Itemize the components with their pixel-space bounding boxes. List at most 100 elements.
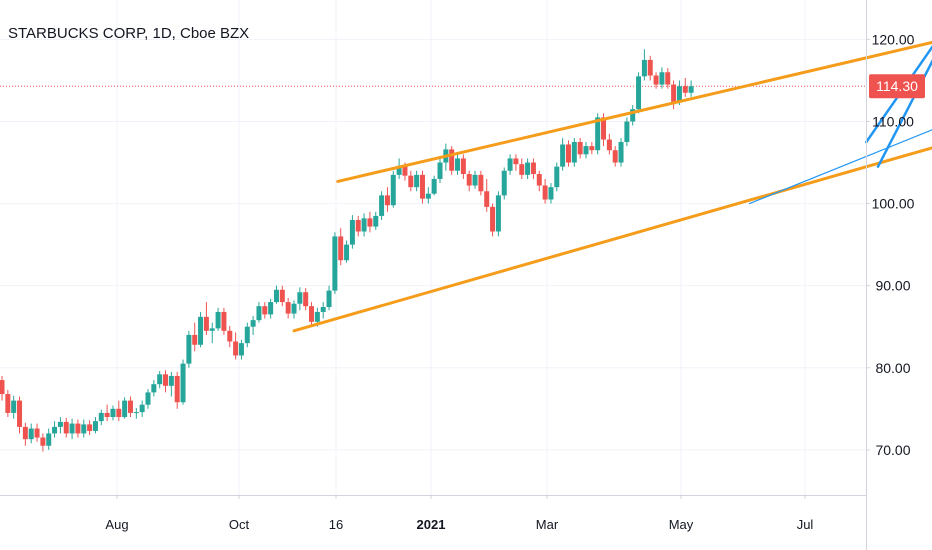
candle-body — [402, 165, 408, 176]
candle-body — [414, 174, 420, 188]
candle-body — [355, 220, 361, 232]
candle-body — [151, 384, 157, 393]
candle-body — [384, 195, 390, 206]
candle-body — [233, 341, 239, 356]
candle — [92, 417, 98, 434]
candle-body — [157, 374, 163, 385]
candle-body — [606, 139, 612, 151]
candle-body — [314, 311, 320, 322]
candle — [478, 170, 484, 196]
last-price-label: 114.30 — [876, 78, 918, 94]
candle-body — [507, 158, 513, 171]
candle-body — [180, 363, 186, 403]
candle-body — [250, 320, 256, 327]
candle — [455, 154, 461, 175]
candle-body — [682, 86, 688, 93]
candle-body — [577, 142, 583, 155]
candle-body — [285, 302, 291, 314]
candle — [215, 307, 221, 331]
candle-body — [279, 289, 285, 303]
x-axis[interactable]: Aug Oct 16 2021 Mar May Jul — [105, 495, 813, 532]
candle — [606, 133, 612, 155]
x-tick-label: Aug — [105, 517, 128, 532]
y-tick-label: 110.00 — [872, 113, 914, 129]
candle — [233, 332, 239, 360]
candle-body — [396, 165, 402, 175]
candle-body — [34, 428, 40, 438]
candle — [52, 421, 58, 438]
candle — [431, 175, 437, 196]
candle-body — [52, 426, 58, 434]
candle-body — [495, 195, 501, 232]
candle — [460, 154, 466, 179]
candle — [525, 158, 531, 179]
candle-body — [659, 72, 665, 85]
last-price-badge-background — [869, 74, 925, 99]
candle — [659, 67, 665, 89]
candle-body — [460, 158, 466, 175]
candle-body — [145, 392, 151, 405]
x-tick-label: 2021 — [417, 517, 446, 532]
candle — [57, 417, 63, 434]
candle — [75, 419, 81, 438]
candle-body — [63, 421, 69, 434]
candle-body — [198, 316, 204, 345]
x-tick-label: 16 — [329, 517, 343, 532]
candle — [98, 409, 104, 426]
candle — [168, 371, 174, 397]
candle-body — [641, 59, 647, 77]
candle-body — [209, 328, 215, 331]
candle — [139, 400, 145, 418]
candle-body — [490, 206, 496, 232]
candle-body — [203, 316, 209, 331]
candle — [127, 396, 133, 418]
candle — [466, 170, 472, 192]
candle-body — [647, 59, 653, 76]
candle-body — [390, 174, 396, 206]
candle — [589, 142, 595, 155]
candle — [530, 158, 536, 179]
lower-channel-line[interactable] — [292, 121, 932, 333]
inner-support-line[interactable] — [748, 101, 932, 205]
candle — [151, 380, 157, 397]
x-tick-label: Oct — [229, 517, 250, 532]
candle-body — [379, 195, 385, 216]
candle — [332, 232, 338, 294]
candle — [560, 137, 566, 171]
y-tick-label: 80.00 — [875, 360, 910, 376]
candle — [367, 211, 373, 233]
candle-body — [618, 142, 624, 163]
candle — [636, 72, 642, 114]
candle-body — [192, 334, 198, 345]
candle — [571, 137, 577, 167]
candle — [309, 302, 315, 327]
candle-body — [57, 421, 63, 427]
candle-body — [17, 400, 23, 427]
candle — [303, 288, 309, 311]
candle-body — [472, 174, 478, 186]
candle — [501, 167, 507, 200]
candle-body — [484, 191, 490, 207]
candle-body — [571, 142, 577, 163]
candle — [46, 428, 52, 450]
candle — [384, 187, 390, 212]
candle-body — [589, 146, 595, 151]
upper-channel-line[interactable] — [336, 31, 932, 183]
candle — [519, 158, 525, 179]
candle-body — [636, 76, 642, 110]
candle-body — [676, 86, 682, 102]
candle — [671, 80, 677, 110]
candle-body — [268, 302, 274, 315]
candle — [34, 423, 40, 442]
candle-body — [22, 426, 28, 440]
candle — [414, 170, 420, 192]
y-axis[interactable]: 120.00 110.00 100.00 90.00 80.00 70.00 — [866, 31, 915, 458]
candle — [22, 422, 28, 446]
candle — [250, 316, 256, 335]
candle — [110, 405, 116, 421]
candle-body — [98, 412, 104, 422]
candle-body — [110, 408, 116, 418]
candle — [688, 80, 694, 97]
candle-body — [419, 174, 425, 199]
